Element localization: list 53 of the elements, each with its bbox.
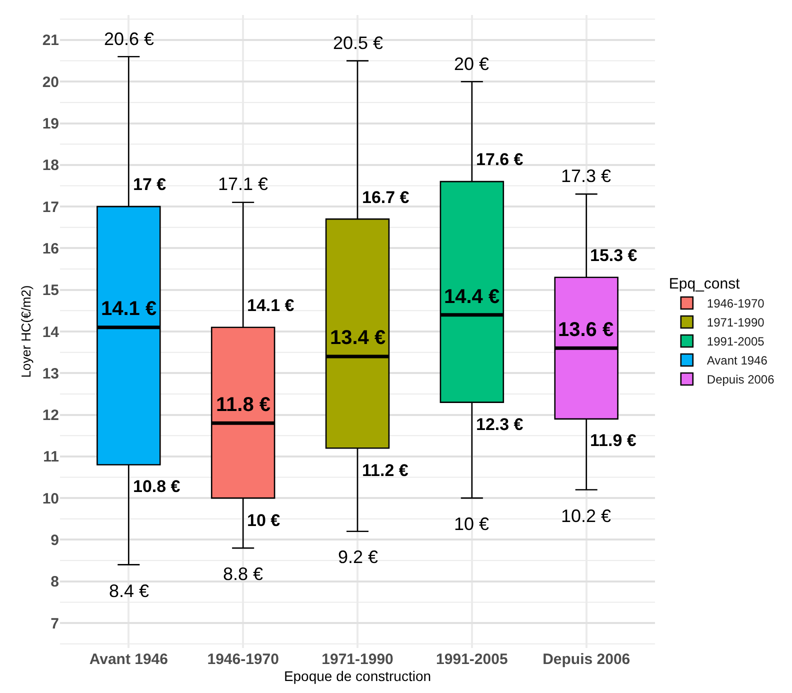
annotation: 11.8 € [216, 394, 271, 416]
annotation: 10.8 € [133, 477, 181, 496]
annotation: 13.6 € [558, 319, 614, 341]
annotation: 14.4 € [444, 286, 500, 308]
y-tick-label: 17 [42, 198, 59, 216]
annotation: 10 € [454, 514, 490, 534]
y-tick-label: 9 [50, 532, 59, 549]
annotation: 16.7 € [362, 188, 410, 207]
annotation: 11.9 € [590, 431, 637, 450]
y-tick-label: 20 [42, 74, 59, 91]
annotation: 20.6 € [104, 29, 154, 49]
annotation: 20 € [454, 54, 490, 74]
legend-label: Depuis 2006 [706, 372, 775, 387]
annotation: 17.3 € [561, 166, 612, 186]
annotation: 10.2 € [561, 506, 612, 526]
x-tick-label: 1971-1990 [322, 651, 394, 668]
annotation: 12.3 € [476, 415, 524, 434]
annotation: 17 € [133, 175, 167, 194]
annotation: 17.1 € [218, 174, 268, 194]
y-axis-title: Loyer HC(€/m2) [18, 285, 34, 378]
y-tick-label: 21 [42, 32, 59, 50]
y-tick-label: 10 [42, 490, 59, 508]
annotation: 10 € [247, 511, 281, 530]
annotation: 20.5 € [333, 33, 384, 53]
x-tick-label: 1946-1970 [207, 651, 279, 668]
x-tick-label: Avant 1946 [89, 651, 168, 668]
legend-label: 1991-2005 [706, 334, 765, 349]
annotation: 11.2 € [362, 461, 409, 480]
y-tick-label: 12 [42, 407, 59, 424]
y-tick-label: 13 [42, 365, 59, 382]
annotation: 14.1 € [101, 298, 157, 320]
y-tick-label: 8 [50, 574, 59, 591]
annotation: 8.8 € [223, 564, 264, 584]
annotation: 14.1 € [247, 296, 295, 315]
legend-title: Epq_const [668, 276, 741, 292]
x-tick-label: Depuis 2006 [542, 651, 630, 668]
legend-label: 1971-1990 [706, 316, 765, 330]
x-axis-title: Epoque de construction [284, 668, 432, 684]
y-tick-label: 7 [50, 615, 59, 632]
legend-label: 1946-1970 [706, 296, 765, 311]
annotation: 15.3 € [590, 246, 638, 265]
y-tick-label: 15 [42, 282, 59, 300]
y-tick-label: 16 [42, 240, 59, 258]
annotation: 8.4 € [109, 581, 150, 601]
annotation: 17.6 € [476, 150, 524, 169]
y-tick-label: 11 [43, 448, 59, 466]
annotation: 13.4 € [330, 327, 386, 349]
y-tick-label: 18 [42, 157, 59, 174]
x-tick-label: 1991-2005 [436, 651, 508, 668]
annotation: 9.2 € [338, 547, 378, 567]
y-tick-label: 19 [42, 116, 59, 133]
legend-label: Avant 1946 [706, 354, 768, 368]
y-tick-label: 14 [42, 324, 60, 341]
